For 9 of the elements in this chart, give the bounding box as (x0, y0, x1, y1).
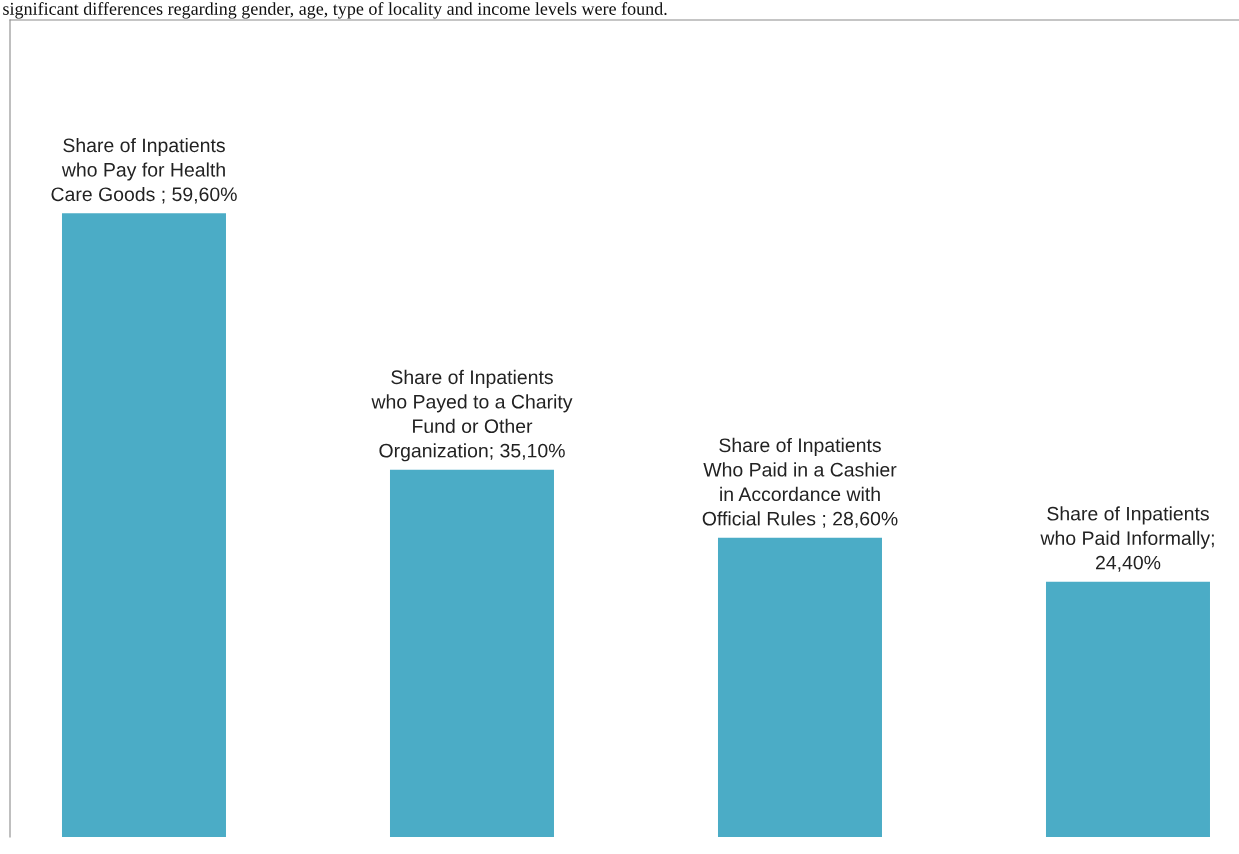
bar (61, 213, 226, 837)
data-label: Share of Inpatients Who Paid in a Cashier in Accordance with Official Rules ; 28,60% (702, 437, 898, 528)
data-label: Share of Inpatients who Payed to a Charity Fund or Other Organization; 35,10% (371, 369, 573, 462)
bar (717, 537, 882, 837)
bar (1045, 581, 1210, 837)
text: significant differences regarding gender, age, type of locality and income levels were found. (3, 2, 667, 19)
bar (389, 469, 554, 837)
data-label: Share of Inpatients who Paid Informally; 24,40% (1040, 506, 1214, 572)
data-label: Share of Inpatients who Pay for Health Care Goods ; 59,60% (51, 137, 237, 204)
